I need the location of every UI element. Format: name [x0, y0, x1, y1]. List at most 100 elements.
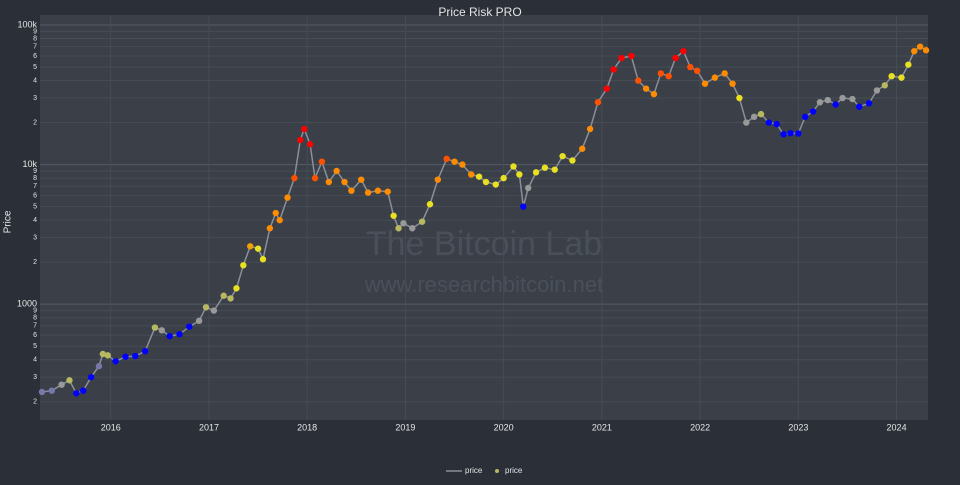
price-point [618, 54, 625, 62]
x-tick-label: 2016 [101, 422, 121, 432]
price-point [520, 203, 527, 210]
price-point [816, 98, 824, 106]
price-point [525, 184, 532, 192]
y-tick-label: 4 [33, 357, 37, 364]
price-point [158, 327, 166, 334]
price-point [635, 77, 642, 84]
price-point [247, 243, 254, 250]
price-point [750, 113, 758, 121]
price-point [390, 212, 397, 219]
x-tick-label: 2020 [494, 422, 514, 432]
y-tick-label: 5 [33, 343, 37, 350]
price-point [743, 119, 750, 126]
price-point [594, 98, 602, 106]
x-tick-label: 2019 [395, 422, 415, 432]
price-point [721, 70, 728, 77]
price-point [291, 174, 298, 182]
price-point [364, 189, 372, 196]
price-point [475, 173, 483, 180]
price-point [856, 103, 863, 110]
price-point [628, 52, 635, 60]
y-tick-label: 8 [33, 35, 37, 42]
price-point [104, 352, 111, 359]
y-tick-label: 8 [33, 315, 37, 322]
price-point [911, 47, 918, 55]
price-point [272, 209, 279, 217]
price-point [551, 166, 558, 173]
price-point [541, 164, 549, 171]
price-point [400, 220, 407, 227]
price-point [259, 256, 267, 263]
x-tick-label: 2021 [592, 422, 612, 432]
price-point [384, 188, 391, 195]
price-point [443, 155, 450, 163]
legend-swatch [495, 469, 499, 473]
x-tick-label: 2017 [199, 422, 219, 432]
price-point [48, 387, 55, 394]
price-point [559, 152, 566, 160]
price-point [795, 130, 802, 137]
price-point [99, 350, 107, 358]
price-point [773, 120, 780, 128]
price-point [220, 292, 227, 299]
price-point [87, 373, 95, 381]
price-point [468, 171, 475, 178]
y-tick-label: 9 [33, 307, 37, 314]
price-point [610, 66, 617, 73]
x-tick-label: 2018 [297, 422, 317, 432]
price-point [66, 377, 73, 384]
price-point [166, 332, 173, 340]
price-point [780, 131, 787, 138]
price-point [787, 129, 794, 137]
price-point [729, 80, 736, 87]
price-point [122, 353, 129, 360]
price-point [348, 187, 355, 194]
price-point [680, 47, 687, 55]
price-point [500, 174, 507, 182]
price-point [824, 96, 832, 104]
price-point [186, 323, 193, 330]
y-tick-label: 3 [33, 374, 37, 381]
price-point [569, 157, 576, 164]
y-tick-label: 100k [17, 19, 37, 29]
watermark: www.researchbitcoin.net [364, 272, 603, 297]
price-point [240, 262, 247, 269]
chart-title: Price Risk PRO [438, 5, 521, 19]
price-point [603, 85, 610, 92]
y-tick-label: 9 [33, 28, 37, 35]
price-point [832, 101, 839, 108]
price-point [672, 54, 679, 62]
price-point [358, 176, 365, 183]
price-point [418, 218, 426, 225]
watermark: The Bitcoin Lab [366, 225, 602, 263]
price-point [73, 390, 80, 397]
y-tick-label: 5 [33, 64, 37, 71]
y-tick-label: 7 [33, 43, 37, 50]
y-tick-label: 4 [33, 77, 37, 84]
price-point [650, 90, 658, 98]
legend-label: price [505, 466, 523, 475]
price-point [333, 167, 340, 175]
price-point [888, 72, 895, 80]
price-point [195, 317, 203, 325]
price-point [254, 245, 262, 252]
price-point [409, 225, 416, 232]
y-axis-title: Price [3, 210, 14, 233]
price-point [426, 201, 434, 208]
price-point [736, 94, 743, 102]
price-point [434, 176, 442, 183]
price-point [38, 388, 46, 396]
price-point [459, 161, 466, 168]
price-point [693, 67, 701, 75]
y-tick-label: 2 [33, 399, 37, 406]
legend-label: price [465, 466, 483, 475]
price-point [395, 225, 402, 232]
price-point [141, 348, 149, 355]
price-point [757, 110, 765, 118]
x-tick-label: 2023 [788, 422, 808, 432]
y-tick-label: 3 [33, 234, 37, 241]
y-tick-label: 6 [33, 192, 37, 199]
price-point [341, 178, 348, 186]
price-point [297, 136, 304, 144]
